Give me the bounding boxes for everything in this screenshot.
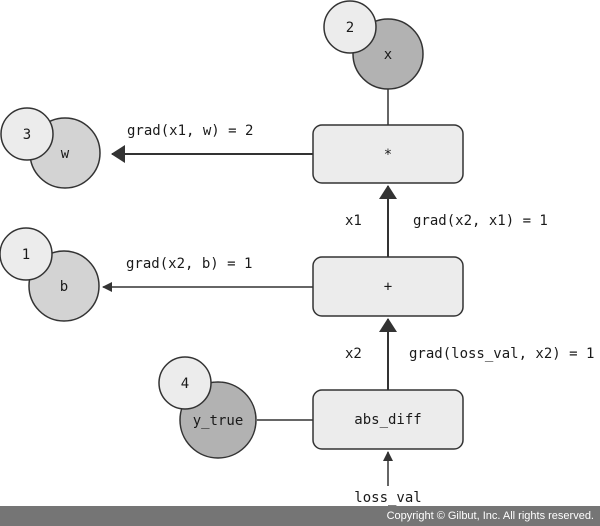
order-badge-y-true-label: 4 (181, 376, 189, 392)
label-grad-x1-w: grad(x1, w) = 2 (127, 123, 253, 139)
input-y-true: y_true 4 (158, 356, 257, 459)
order-badge-y-true (158, 356, 212, 410)
order-badge-w (0, 107, 54, 161)
input-w-label: w (61, 146, 70, 162)
input-x: x 2 (323, 0, 424, 90)
input-w: w 3 (0, 107, 101, 189)
op-mul-node: * (312, 124, 464, 184)
label-grad-x2-x1: grad(x2, x1) = 1 (413, 213, 548, 229)
label-x2: x2 (345, 346, 362, 362)
order-badge-x (323, 0, 377, 54)
copyright-footer: Copyright © Gilbut, Inc. All rights rese… (0, 506, 600, 526)
input-b-label: b (60, 279, 68, 295)
input-x-label: x (384, 47, 392, 63)
op-add-label: + (384, 279, 392, 295)
computation-graph: x 2 w 3 b 1 y_true 4 * (0, 0, 594, 506)
order-badge-w-label: 3 (23, 127, 31, 143)
input-y-true-label: y_true (193, 413, 244, 429)
order-badge-b (0, 227, 53, 281)
op-mul-label: * (384, 147, 392, 163)
label-grad-x2-b: grad(x2, b) = 1 (126, 256, 252, 272)
order-badge-x-label: 2 (346, 20, 354, 36)
op-absdiff-node: abs_diff (312, 389, 464, 450)
order-badge-b-label: 1 (22, 247, 30, 263)
input-b: b 1 (0, 227, 100, 322)
label-loss-val: loss_val (354, 490, 421, 506)
op-absdiff-label: abs_diff (354, 412, 421, 428)
label-x1: x1 (345, 213, 362, 229)
label-grad-loss-x2: grad(loss_val, x2) = 1 (409, 346, 594, 362)
op-add-node: + (312, 256, 464, 317)
